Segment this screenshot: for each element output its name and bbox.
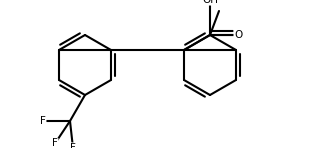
Text: OH: OH — [202, 0, 218, 5]
Text: F: F — [40, 116, 46, 126]
Text: F: F — [70, 143, 76, 148]
Text: O: O — [234, 30, 242, 40]
Text: F: F — [52, 139, 58, 148]
